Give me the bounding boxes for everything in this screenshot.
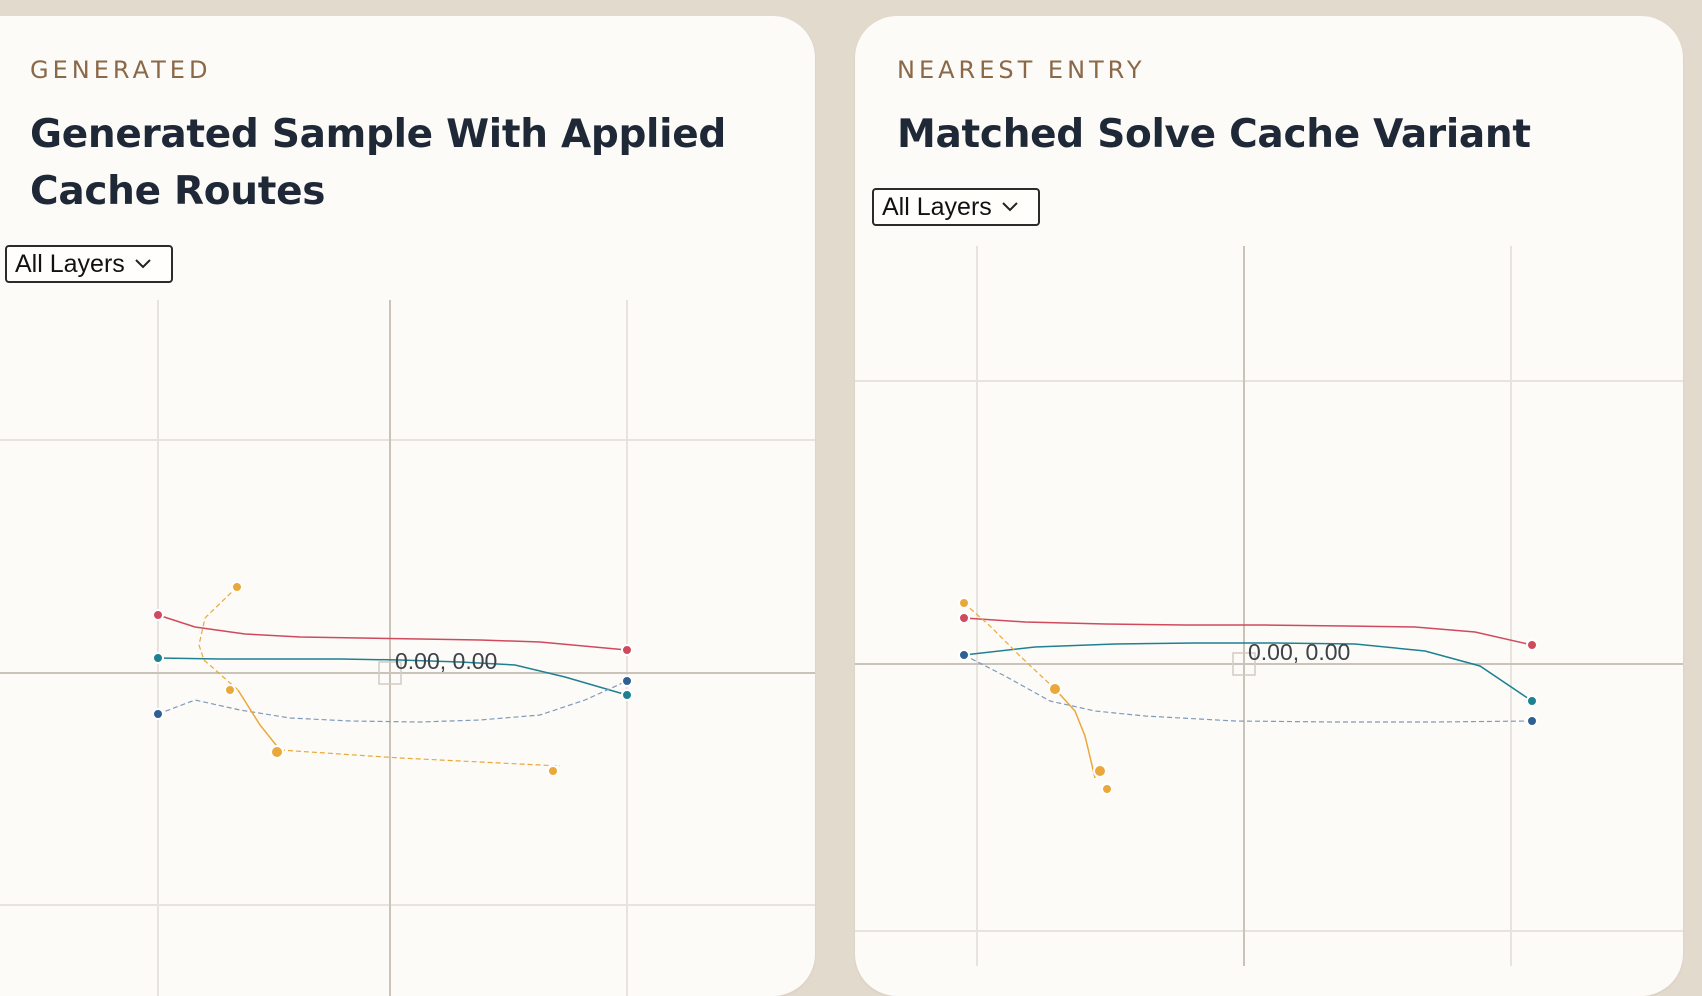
route-line-red xyxy=(157,614,628,651)
panel-title: Generated Sample With Applied Cache Rout… xyxy=(30,112,726,214)
route-node-orange[interactable] xyxy=(224,684,236,696)
panel-eyebrow: NEAREST ENTRY xyxy=(897,56,1146,84)
route-node-orange[interactable] xyxy=(958,597,970,609)
route-node-orange[interactable] xyxy=(231,581,243,593)
route-node-teal[interactable] xyxy=(621,689,633,701)
route-plot[interactable]: 0.00, 0.00 xyxy=(855,246,1683,966)
route-node-red[interactable] xyxy=(152,609,164,621)
route-plot[interactable]: 0.00, 0.00 xyxy=(0,300,815,996)
route-node-red[interactable] xyxy=(1526,639,1538,651)
route-node-orange[interactable] xyxy=(1093,764,1107,778)
route-line-blue xyxy=(963,654,1533,723)
route-line-teal xyxy=(157,657,628,696)
generated-panel: GENERATED Generated Sample With Applied … xyxy=(0,16,815,996)
layer-select-value: All Layers xyxy=(882,192,992,221)
nearest-entry-panel: NEAREST ENTRY Matched Solve Cache Varian… xyxy=(855,16,1683,996)
route-line-orange-upper xyxy=(198,586,239,691)
route-node-blue[interactable] xyxy=(1526,715,1538,727)
chevron-down-icon xyxy=(135,259,151,269)
route-node-orange[interactable] xyxy=(1101,783,1113,795)
layer-select-value: All Layers xyxy=(15,249,125,278)
route-node-red[interactable] xyxy=(958,612,970,624)
route-node-teal[interactable] xyxy=(152,652,164,664)
origin-readout: 0.00, 0.00 xyxy=(1248,639,1350,665)
route-node-orange[interactable] xyxy=(1048,682,1062,696)
route-line-orange-dashed xyxy=(963,602,1056,690)
grid xyxy=(0,300,815,996)
route-line-red xyxy=(963,617,1533,646)
route-line-teal xyxy=(963,642,1533,702)
route-node-blue[interactable] xyxy=(152,708,164,720)
route-node-orange[interactable] xyxy=(547,765,559,777)
layer-select[interactable]: All Layers xyxy=(872,188,1040,226)
chevron-down-icon xyxy=(1002,202,1018,212)
panel-eyebrow: GENERATED xyxy=(30,56,212,84)
route-line-blue xyxy=(157,680,628,723)
origin-square-icon xyxy=(378,661,402,685)
origin-readout: 0.00, 0.00 xyxy=(395,648,497,674)
layer-select[interactable]: All Layers xyxy=(5,245,173,283)
origin-square-icon xyxy=(1232,652,1256,676)
route-line-orange-lower xyxy=(237,689,281,751)
route-line-orange-tail xyxy=(279,749,561,767)
route-line-orange xyxy=(1054,688,1096,779)
panel-title: Matched Solve Cache Variant xyxy=(897,112,1531,157)
route-node-orange[interactable] xyxy=(270,745,284,759)
route-node-blue[interactable] xyxy=(958,649,970,661)
route-node-red[interactable] xyxy=(621,644,633,656)
route-node-teal[interactable] xyxy=(1526,695,1538,707)
route-node-blue[interactable] xyxy=(621,675,633,687)
grid xyxy=(855,246,1683,966)
